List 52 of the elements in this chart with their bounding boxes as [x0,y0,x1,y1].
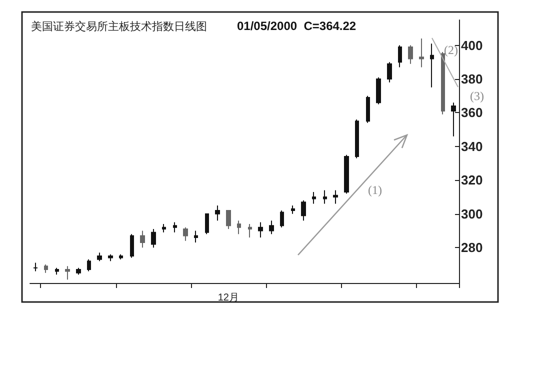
y-tick-label: 380 [461,72,483,87]
candlestick [130,234,134,258]
chart-title: 美国证券交易所主板技术指数日线图 [31,20,207,33]
candlestick [76,267,81,276]
candlestick [194,230,198,244]
y-tick-label: 360 [461,105,483,120]
candlestick [140,230,145,248]
candlestick [376,76,381,105]
candlestick [237,220,241,235]
candlestick [419,38,424,68]
candlestick [33,262,38,272]
candlestick [408,44,413,64]
candlestick [108,254,113,262]
candlestick [430,43,434,88]
y-tick-label: 320 [461,172,483,188]
candlestick [312,191,316,204]
text: (3) [470,89,484,103]
candlestick [301,200,306,222]
candlestick [151,228,156,248]
candlestick [355,118,359,159]
y-tick-label: 340 [461,138,483,154]
annotation: (2) [444,43,458,57]
chart-subtitle: 01/05/2000 C=364.22 [237,19,356,33]
candlestick [344,154,349,194]
candlestick [65,266,70,280]
candlestick [269,220,274,235]
candlestick [248,223,252,238]
candlestick [205,213,209,235]
candlestick [387,62,392,83]
candlestick [441,52,445,115]
candlestick [291,204,295,214]
candlestick [226,210,231,230]
annotation: (1) [368,183,382,197]
candlestick [333,190,338,204]
candlestick [366,95,370,124]
candlestick [162,223,166,233]
candlestick [87,258,91,272]
candlestick [183,226,188,242]
y-tick-label: 400 [461,38,483,53]
candlestick [323,190,327,204]
candlestick [398,44,402,68]
candlestick [97,252,102,262]
y-tick-label: 280 [461,240,483,256]
candlestick [258,222,263,238]
y-tick-label: 300 [461,206,483,222]
candlestick [44,264,48,274]
candlestick [173,222,177,233]
candlestick [215,204,220,222]
x-tick-label: 12月 [218,292,239,304]
candlestick [119,254,123,260]
candlestick [280,210,284,228]
candlestick [55,267,59,276]
